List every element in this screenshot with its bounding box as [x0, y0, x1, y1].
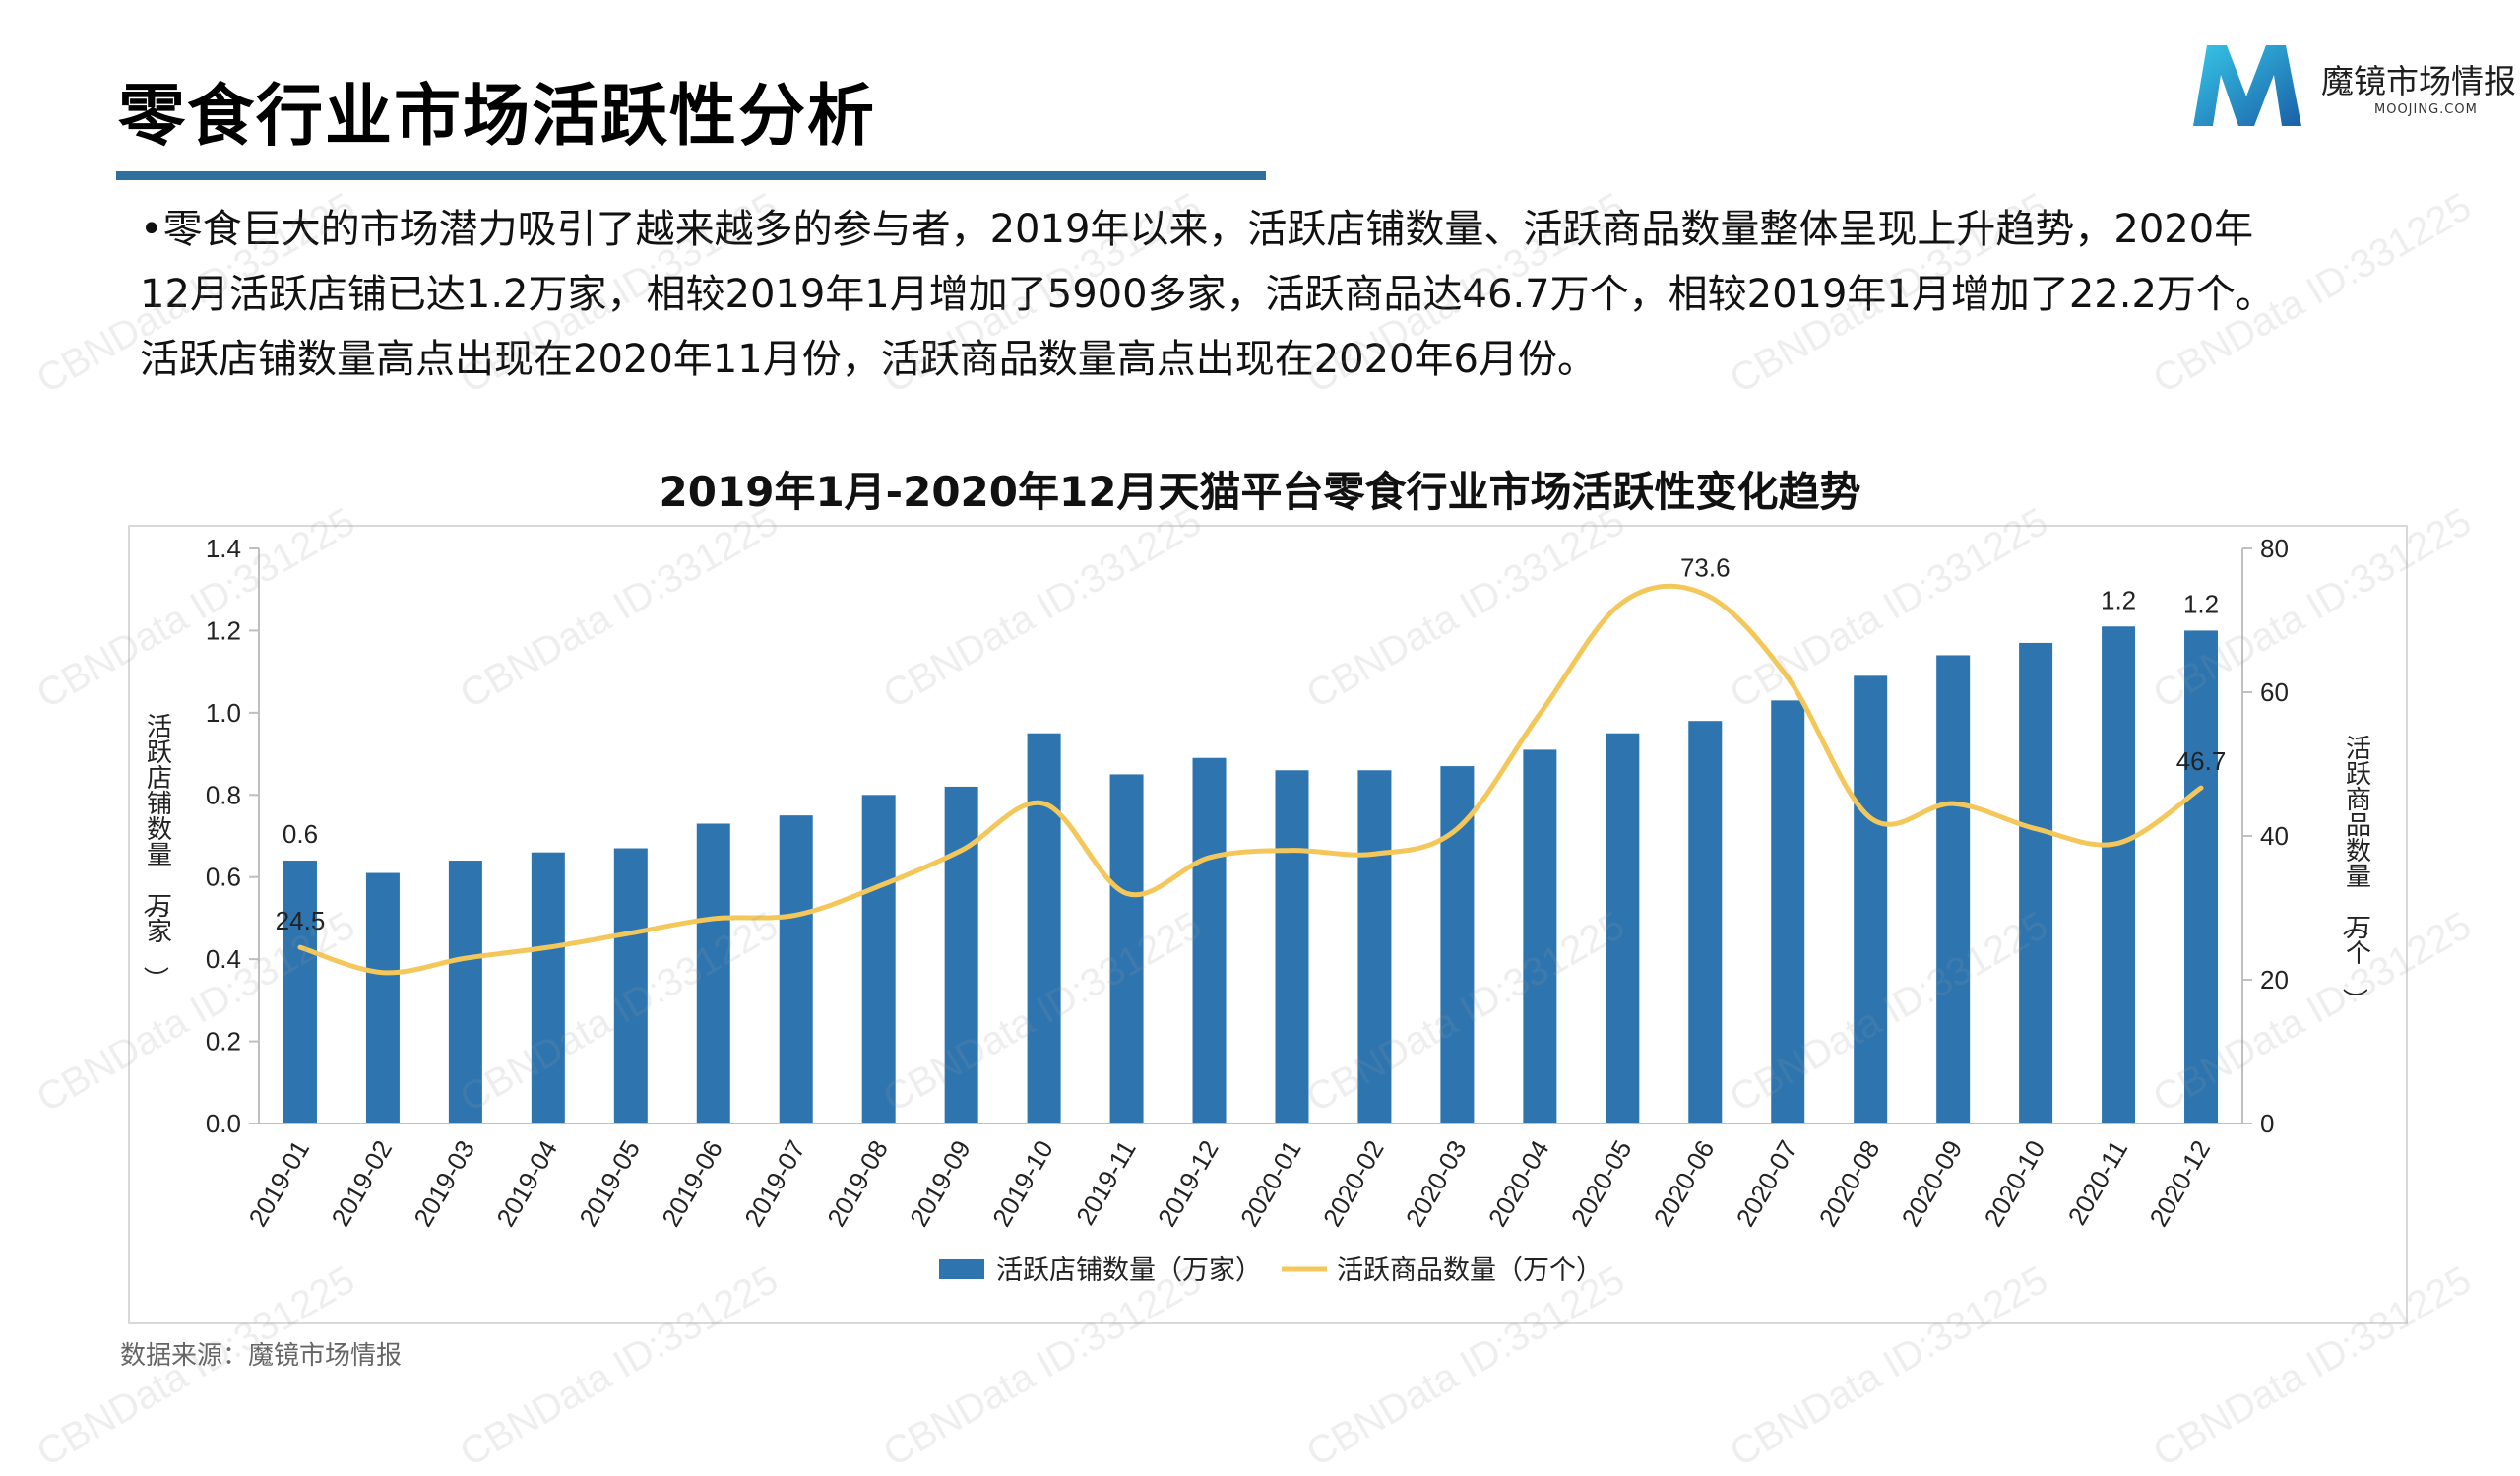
x-tick-label: 2020-12	[2144, 1135, 2217, 1232]
bar-shops	[2184, 630, 2219, 1123]
bar-shops	[1606, 733, 1640, 1123]
bar-shops	[1192, 757, 1227, 1123]
chart-title: 2019年1月-2020年12月天猫平台零食行业市场活跃性变化趋势	[659, 468, 1861, 516]
x-tick-label: 2019-07	[738, 1135, 811, 1232]
x-tick-label: 2020-04	[1482, 1135, 1555, 1232]
x-tick-label: 2020-05	[1565, 1135, 1638, 1232]
y-right-axis-title: 活跃商品数量（万个）	[2340, 734, 2371, 1013]
bar-shops	[2019, 642, 2053, 1123]
combo-chart: 0.0 0.2 0.4 0.6 0.8 1.0 1.2 1.4 0 20 40 60 80 活跃店铺数量（…	[141, 534, 2371, 1285]
x-tick-label: 2019-08	[821, 1135, 894, 1232]
data-label: 1.2	[2101, 585, 2136, 614]
data-label: 0.6	[283, 819, 318, 849]
line-products	[297, 583, 2204, 976]
x-tick-label: 2020-01	[1234, 1135, 1307, 1232]
bar-shops	[1688, 721, 1723, 1123]
page-title: 零食行业市场活跃性分析	[118, 78, 877, 156]
y-left-tick-label: 0.8	[206, 780, 241, 809]
data-label: 46.7	[2176, 746, 2227, 776]
x-tick-label: 2020-03	[1400, 1135, 1473, 1232]
x-tick-label: 2019-01	[242, 1135, 315, 1232]
data-label: 73.6	[1680, 553, 1731, 583]
y-left-tick-label: 0.2	[206, 1027, 241, 1057]
bar-shops	[365, 872, 400, 1123]
x-tick-label: 2019-12	[1152, 1135, 1225, 1232]
bar-shops	[2102, 626, 2136, 1123]
x-tick-label: 2019-04	[490, 1135, 563, 1232]
x-tick-label: 2020-09	[1896, 1135, 1969, 1232]
bar-shops	[448, 861, 482, 1123]
x-tick-label: 2019-06	[656, 1135, 728, 1232]
x-tick-label: 2020-06	[1648, 1135, 1721, 1232]
data-source: 数据来源：魔镜市场情报	[120, 1341, 403, 1371]
y-right-tick-label: 80	[2260, 534, 2289, 563]
bar-shops	[696, 823, 730, 1123]
summary-text: •零食巨大的市场潜力吸引了越来越多的参与者，2019年以来，活跃店铺数量、活跃商…	[140, 197, 2404, 392]
x-tick-label: 2020-08	[1813, 1135, 1886, 1232]
data-label: 24.5	[276, 906, 326, 935]
chart-frame: 0.0 0.2 0.4 0.6 0.8 1.0 1.2 1.4 0 20 40 60 80 活跃店铺数量（…	[128, 525, 2408, 1324]
y-left-tick-label: 1.4	[206, 534, 241, 563]
x-tick-label: 2020-07	[1731, 1135, 1803, 1232]
y-left-axis-title: 活跃店铺数量（万家）	[141, 712, 172, 992]
x-tick-label: 2019-02	[325, 1135, 398, 1232]
bar-shops	[613, 848, 648, 1123]
summary-line-3: 活跃店铺数量高点出现在2020年11月份，活跃商品数量高点出现在2020年6月份…	[140, 337, 1597, 382]
bar-shops	[1357, 770, 1392, 1123]
y-left-tick-label: 1.2	[206, 615, 241, 645]
legend-label-shops: 活跃店铺数量（万家）	[996, 1255, 1262, 1285]
bar-shops	[1854, 675, 1888, 1123]
y-right-tick-label: 20	[2260, 965, 2289, 995]
x-tick-label: 2019-11	[1070, 1135, 1142, 1230]
y-right-tick-label: 40	[2260, 821, 2289, 851]
bar-shops	[1523, 749, 1557, 1123]
bar-shops	[1109, 774, 1144, 1123]
title-underline	[116, 171, 1266, 180]
bar-shops	[1275, 770, 1309, 1123]
x-tick-label: 2019-05	[573, 1135, 646, 1232]
y-right-tick-label: 60	[2260, 677, 2289, 707]
y-left-tick-label: 0.6	[206, 863, 241, 892]
x-tick-label: 2020-11	[2062, 1135, 2134, 1230]
x-tick-label: 2020-02	[1317, 1135, 1390, 1232]
brand-site: MOOJING.COM	[2374, 102, 2478, 117]
summary-line-1: •零食巨大的市场潜力吸引了越来越多的参与者，2019年以来，活跃店铺数量、活跃商…	[140, 207, 2254, 252]
brand-logo: 魔镜市场情报 MOOJING.COM	[2187, 35, 2516, 134]
bar-shops	[779, 815, 813, 1123]
bar-shops	[531, 852, 565, 1123]
x-tick-label: 2019-10	[986, 1135, 1059, 1232]
bar-shops	[944, 786, 978, 1123]
x-tick-label: 2020-10	[1979, 1135, 2051, 1232]
bar-shops	[861, 795, 896, 1123]
legend-swatch-shops	[939, 1259, 984, 1279]
data-label: 1.2	[2183, 589, 2219, 618]
bar-shops	[1027, 733, 1061, 1123]
legend-label-products: 活跃商品数量（万个）	[1337, 1255, 1603, 1285]
brand-name: 魔镜市场情报	[2321, 62, 2516, 100]
bar-shops	[1936, 655, 1971, 1123]
bar-shops	[1771, 700, 1805, 1123]
moojing-logo-icon	[2193, 45, 2301, 126]
x-tick-label: 2019-03	[408, 1135, 480, 1232]
y-right-tick-label: 0	[2260, 1109, 2274, 1138]
y-left-tick-label: 0.4	[206, 944, 241, 974]
y-left-tick-label: 0.0	[206, 1109, 241, 1138]
summary-line-2: 12月活跃店铺已达1.2万家，相较2019年1月增加了5900多家，活跃商品达4…	[140, 272, 2275, 317]
bar-shops	[283, 861, 317, 1123]
x-tick-label: 2019-09	[904, 1135, 976, 1232]
y-left-tick-label: 1.0	[206, 698, 241, 728]
